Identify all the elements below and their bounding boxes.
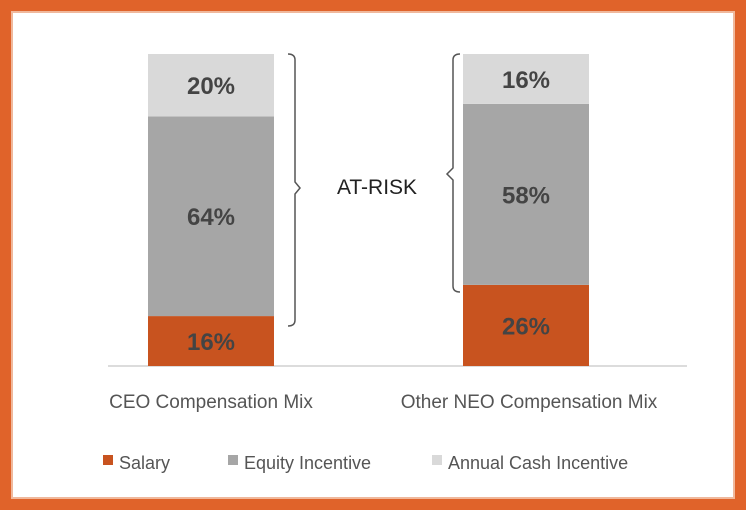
legend-swatch-equity xyxy=(228,455,238,465)
bar-segment-other-neo-equity xyxy=(463,103,589,285)
legend: Salary Equity Incentive Annual Cash Ince… xyxy=(103,453,628,473)
at-risk-bracket-neo xyxy=(445,53,461,293)
bars-group: 16% 64% 20% 26% 58% 16% xyxy=(148,54,589,366)
bar-segment-ceo-cash xyxy=(148,54,274,117)
chart-inner-border xyxy=(11,11,735,499)
data-label-other-neo-equity: 58% xyxy=(502,182,550,209)
data-label-ceo-cash: 20% xyxy=(187,73,235,100)
legend-label-equity: Equity Incentive xyxy=(244,453,371,473)
legend-label-cash: Annual Cash Incentive xyxy=(448,453,628,473)
legend-swatch-cash xyxy=(432,455,442,465)
bar-segment-other-neo-salary xyxy=(463,284,589,366)
data-label-ceo-salary: 16% xyxy=(187,329,235,356)
data-label-ceo-equity: 64% xyxy=(187,204,235,231)
at-risk-annotation: AT-RISK xyxy=(337,176,417,199)
category-label-other-neo: Other NEO Compensation Mix xyxy=(401,392,658,413)
legend-swatch-salary xyxy=(103,455,113,465)
data-label-other-neo-cash: 16% xyxy=(502,67,550,94)
bar-segment-ceo-salary xyxy=(148,316,274,366)
category-label-ceo: CEO Compensation Mix xyxy=(109,392,313,413)
data-label-other-neo-salary: 26% xyxy=(502,313,550,340)
legend-label-salary: Salary xyxy=(119,453,170,473)
at-risk-bracket-ceo xyxy=(287,53,301,327)
bar-segment-ceo-equity xyxy=(148,116,274,317)
bar-segment-other-neo-cash xyxy=(463,54,589,104)
